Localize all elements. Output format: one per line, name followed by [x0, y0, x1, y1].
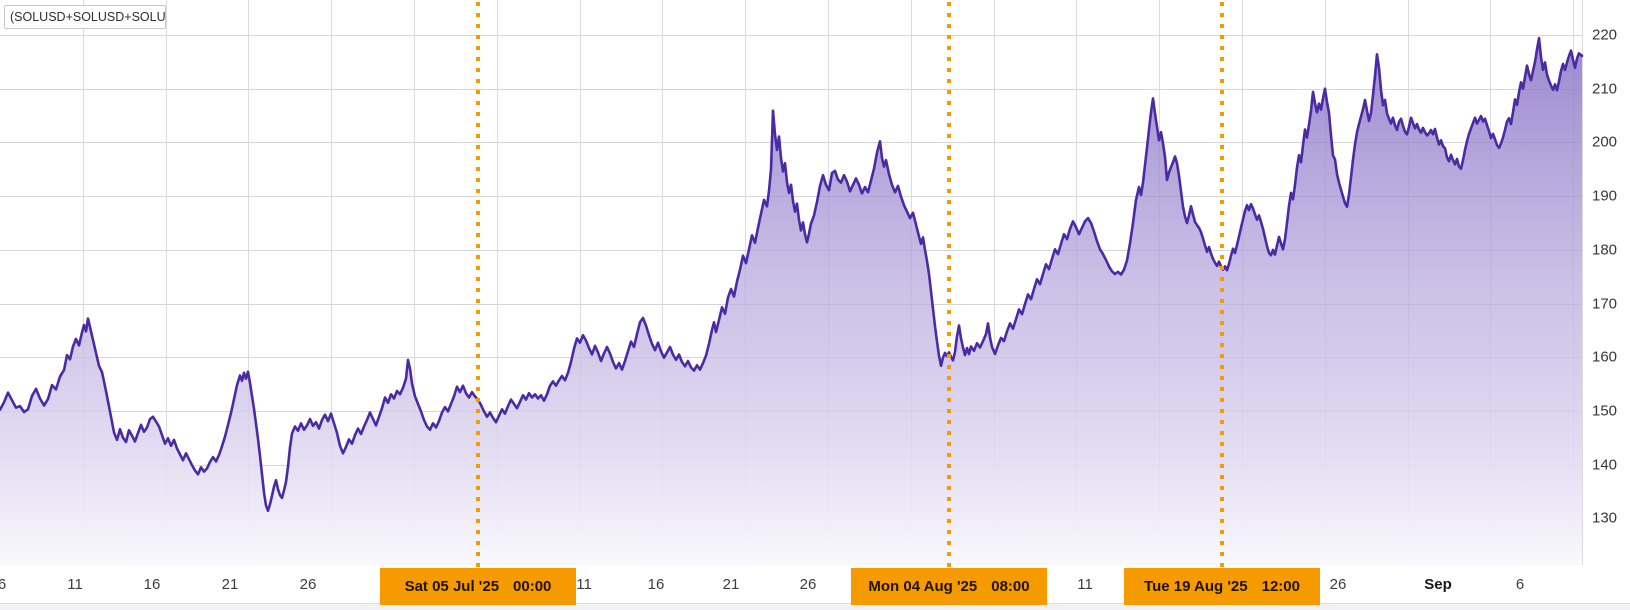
- event-time-text: 08:00: [991, 578, 1030, 595]
- event-date-text: Sat 05 Jul '25: [404, 578, 500, 595]
- y-tick-label: 180: [1592, 241, 1618, 259]
- y-tick-label: 170: [1592, 295, 1618, 312]
- event-date-badge[interactable]: Mon 04 Aug '25 08:00: [851, 568, 1047, 605]
- x-tick-label: 21: [722, 576, 740, 593]
- price-line: [0, 36, 1584, 513]
- event-date-text: Mon 04 Aug '25: [868, 578, 978, 595]
- x-tick-label: 11: [576, 576, 592, 593]
- scrollbar-strip[interactable]: [0, 603, 1630, 610]
- y-tick-label: 190: [1592, 187, 1618, 205]
- y-tick-label: 150: [1592, 402, 1618, 420]
- x-tick-label: 11: [67, 576, 83, 593]
- series-legend-chip[interactable]: (SOLUSD+SOLUSD+SOLUSD)/3: [4, 5, 166, 29]
- event-date-badge[interactable]: Tue 19 Aug '25 12:00: [1124, 568, 1320, 605]
- x-tick-label: 26: [799, 576, 817, 593]
- x-tick-label: 26: [1329, 576, 1347, 593]
- y-tick-label: 160: [1592, 348, 1618, 366]
- event-date-badge[interactable]: Sat 05 Jul '25 00:00: [380, 568, 576, 605]
- x-tick-label: 16: [647, 576, 665, 593]
- y-tick-label: 220: [1592, 26, 1618, 44]
- y-tick-label: 200: [1592, 133, 1618, 151]
- x-tick-label: 11: [1077, 576, 1093, 593]
- event-date-text: Tue 19 Aug '25: [1144, 578, 1248, 595]
- x-tick-label: 21: [221, 576, 239, 593]
- y-tick-label: 130: [1592, 509, 1618, 527]
- series-legend-label: (SOLUSD+SOLUSD+SOLUSD)/3: [10, 10, 166, 24]
- y-tick-label: 140: [1592, 456, 1618, 474]
- x-tick-label: 26: [299, 576, 317, 593]
- event-time-text: 00:00: [513, 578, 552, 595]
- event-time-text: 12:00: [1261, 578, 1300, 595]
- x-tick-label: 16: [143, 576, 161, 593]
- x-tick-label: 6: [0, 576, 7, 593]
- x-tick-label: 6: [1515, 576, 1525, 593]
- x-tick-label: Sep: [1424, 576, 1452, 593]
- y-tick-label: 210: [1592, 80, 1618, 98]
- price-area: [0, 38, 1582, 565]
